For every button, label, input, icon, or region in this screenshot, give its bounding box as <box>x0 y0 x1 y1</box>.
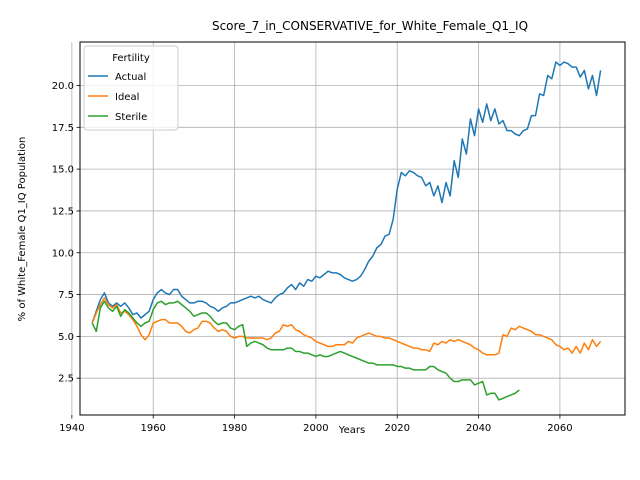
chart-title: Score_7_in_CONSERVATIVE_for_White_Female… <box>212 19 528 33</box>
series-lines <box>91 61 602 401</box>
x-tick-label: 2060 <box>547 423 572 434</box>
series-line-sterile <box>91 300 520 401</box>
y-tick-label: 7.5 <box>58 290 74 301</box>
axis-ticks: 1940 1960 1980 2000 2020 2040 2060 2.5 5.0 7.5 10.… <box>52 81 573 434</box>
grid <box>71 42 625 415</box>
legend-entries: Actual Ideal Sterile <box>88 72 147 123</box>
plot-area-frame <box>79 41 626 416</box>
y-tick-label: 5.0 <box>58 332 74 343</box>
x-tick-label: 2000 <box>303 423 328 434</box>
series-line-ideal <box>91 297 602 356</box>
legend-label-sterile: Sterile <box>115 112 147 123</box>
x-tick-label: 1980 <box>222 423 247 434</box>
legend-title: Fertility <box>112 53 150 64</box>
legend-box <box>83 45 179 131</box>
y-tick-label: 17.5 <box>52 123 74 134</box>
y-tick-label: 2.5 <box>58 374 74 385</box>
y-tick-label: 10.0 <box>52 248 74 259</box>
x-tick-label: 2020 <box>385 423 410 434</box>
series-line-actual <box>91 61 602 324</box>
legend-label-ideal: Ideal <box>115 92 139 103</box>
x-tick-label: 1960 <box>140 423 165 434</box>
x-tick-label: 1940 <box>59 423 84 434</box>
legend-label-actual: Actual <box>115 72 146 83</box>
y-axis-label: % of White_Female Q1_IQ Population <box>17 137 28 322</box>
x-tick-label: 2040 <box>466 423 491 434</box>
x-axis-label: Years <box>338 425 365 436</box>
y-tick-label: 15.0 <box>52 165 74 176</box>
y-tick-label: 12.5 <box>52 206 74 217</box>
y-tick-label: 20.0 <box>52 81 74 92</box>
legend: Fertility Actual Ideal Sterile <box>83 45 179 131</box>
